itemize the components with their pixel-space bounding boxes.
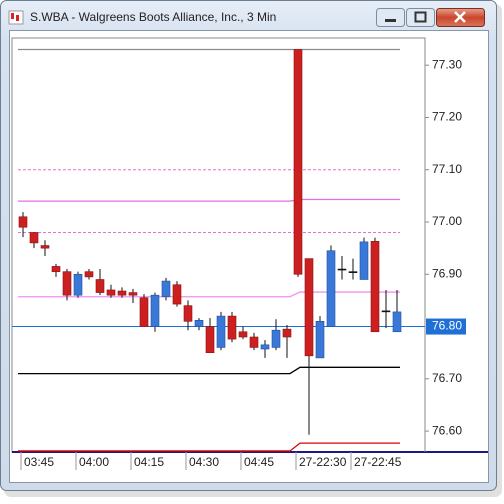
chart: 76.60 76.70 76.90 77.00 77.10 77.20 77.30 76.80… <box>11 37 488 470</box>
candle-body <box>139 297 149 327</box>
x-tick-label: 03:45 <box>24 455 54 469</box>
window-title: S.WBA - Walgreens Boots Alliance, Inc., … <box>30 10 276 24</box>
candle-body <box>18 216 28 228</box>
x-tick-label: 27-22:45 <box>354 455 402 469</box>
candle-body <box>249 336 259 348</box>
candle-body <box>260 344 270 350</box>
y-tick-label: 77.30 <box>432 57 462 71</box>
y-tick-label: 77.20 <box>432 110 462 124</box>
candle-body <box>315 321 325 359</box>
candle-body <box>183 305 193 322</box>
candle-body <box>128 292 138 296</box>
x-tick-label: 04:30 <box>189 455 219 469</box>
candle-body <box>359 241 369 280</box>
candle-body <box>238 331 248 338</box>
candle-body <box>29 232 39 244</box>
candle-body <box>370 241 380 333</box>
close-button[interactable] <box>436 8 485 27</box>
candle-body <box>271 329 281 348</box>
candle-body <box>161 280 171 298</box>
x-tick-label: 04:00 <box>79 455 109 469</box>
candle-body <box>282 328 292 338</box>
candle-body <box>73 273 83 296</box>
y-tick-label: 76.70 <box>432 371 462 385</box>
y-tick-label: 77.10 <box>432 162 462 176</box>
indicator-line <box>18 442 400 452</box>
candle-body <box>337 268 347 271</box>
candle-body <box>205 326 215 353</box>
y-tick-label: 76.60 <box>432 423 462 437</box>
candle-body <box>106 289 116 296</box>
candle-body <box>381 310 391 313</box>
candle-body <box>348 271 358 273</box>
x-tick-label: 04:15 <box>134 455 164 469</box>
last-price-box <box>426 318 466 335</box>
candle-body <box>40 245 50 249</box>
x-tick-label: 27-22:30 <box>299 455 347 469</box>
candle-body <box>117 290 127 296</box>
plot-area <box>11 37 426 453</box>
maximize-button[interactable] <box>406 8 435 27</box>
indicator-line <box>18 366 400 375</box>
candle-body <box>216 315 226 348</box>
candle-body <box>84 271 94 278</box>
candle-body <box>227 315 237 340</box>
candle-body <box>172 284 182 305</box>
candle-body <box>304 258 314 357</box>
candle-body <box>326 250 336 327</box>
last-price-label: 76.80 <box>432 319 462 333</box>
y-tick-label: 76.90 <box>432 266 462 280</box>
minimize-button[interactable] <box>376 8 405 27</box>
candle-body <box>194 319 204 327</box>
candle-body <box>150 294 160 327</box>
candle-body <box>392 311 402 333</box>
app-icon <box>8 10 24 25</box>
candle-body <box>62 271 72 296</box>
y-tick-label: 77.00 <box>432 214 462 228</box>
candle-body <box>293 49 303 275</box>
candle-body <box>51 266 61 272</box>
candle-body <box>95 279 105 293</box>
x-tick-label: 04:45 <box>244 455 274 469</box>
